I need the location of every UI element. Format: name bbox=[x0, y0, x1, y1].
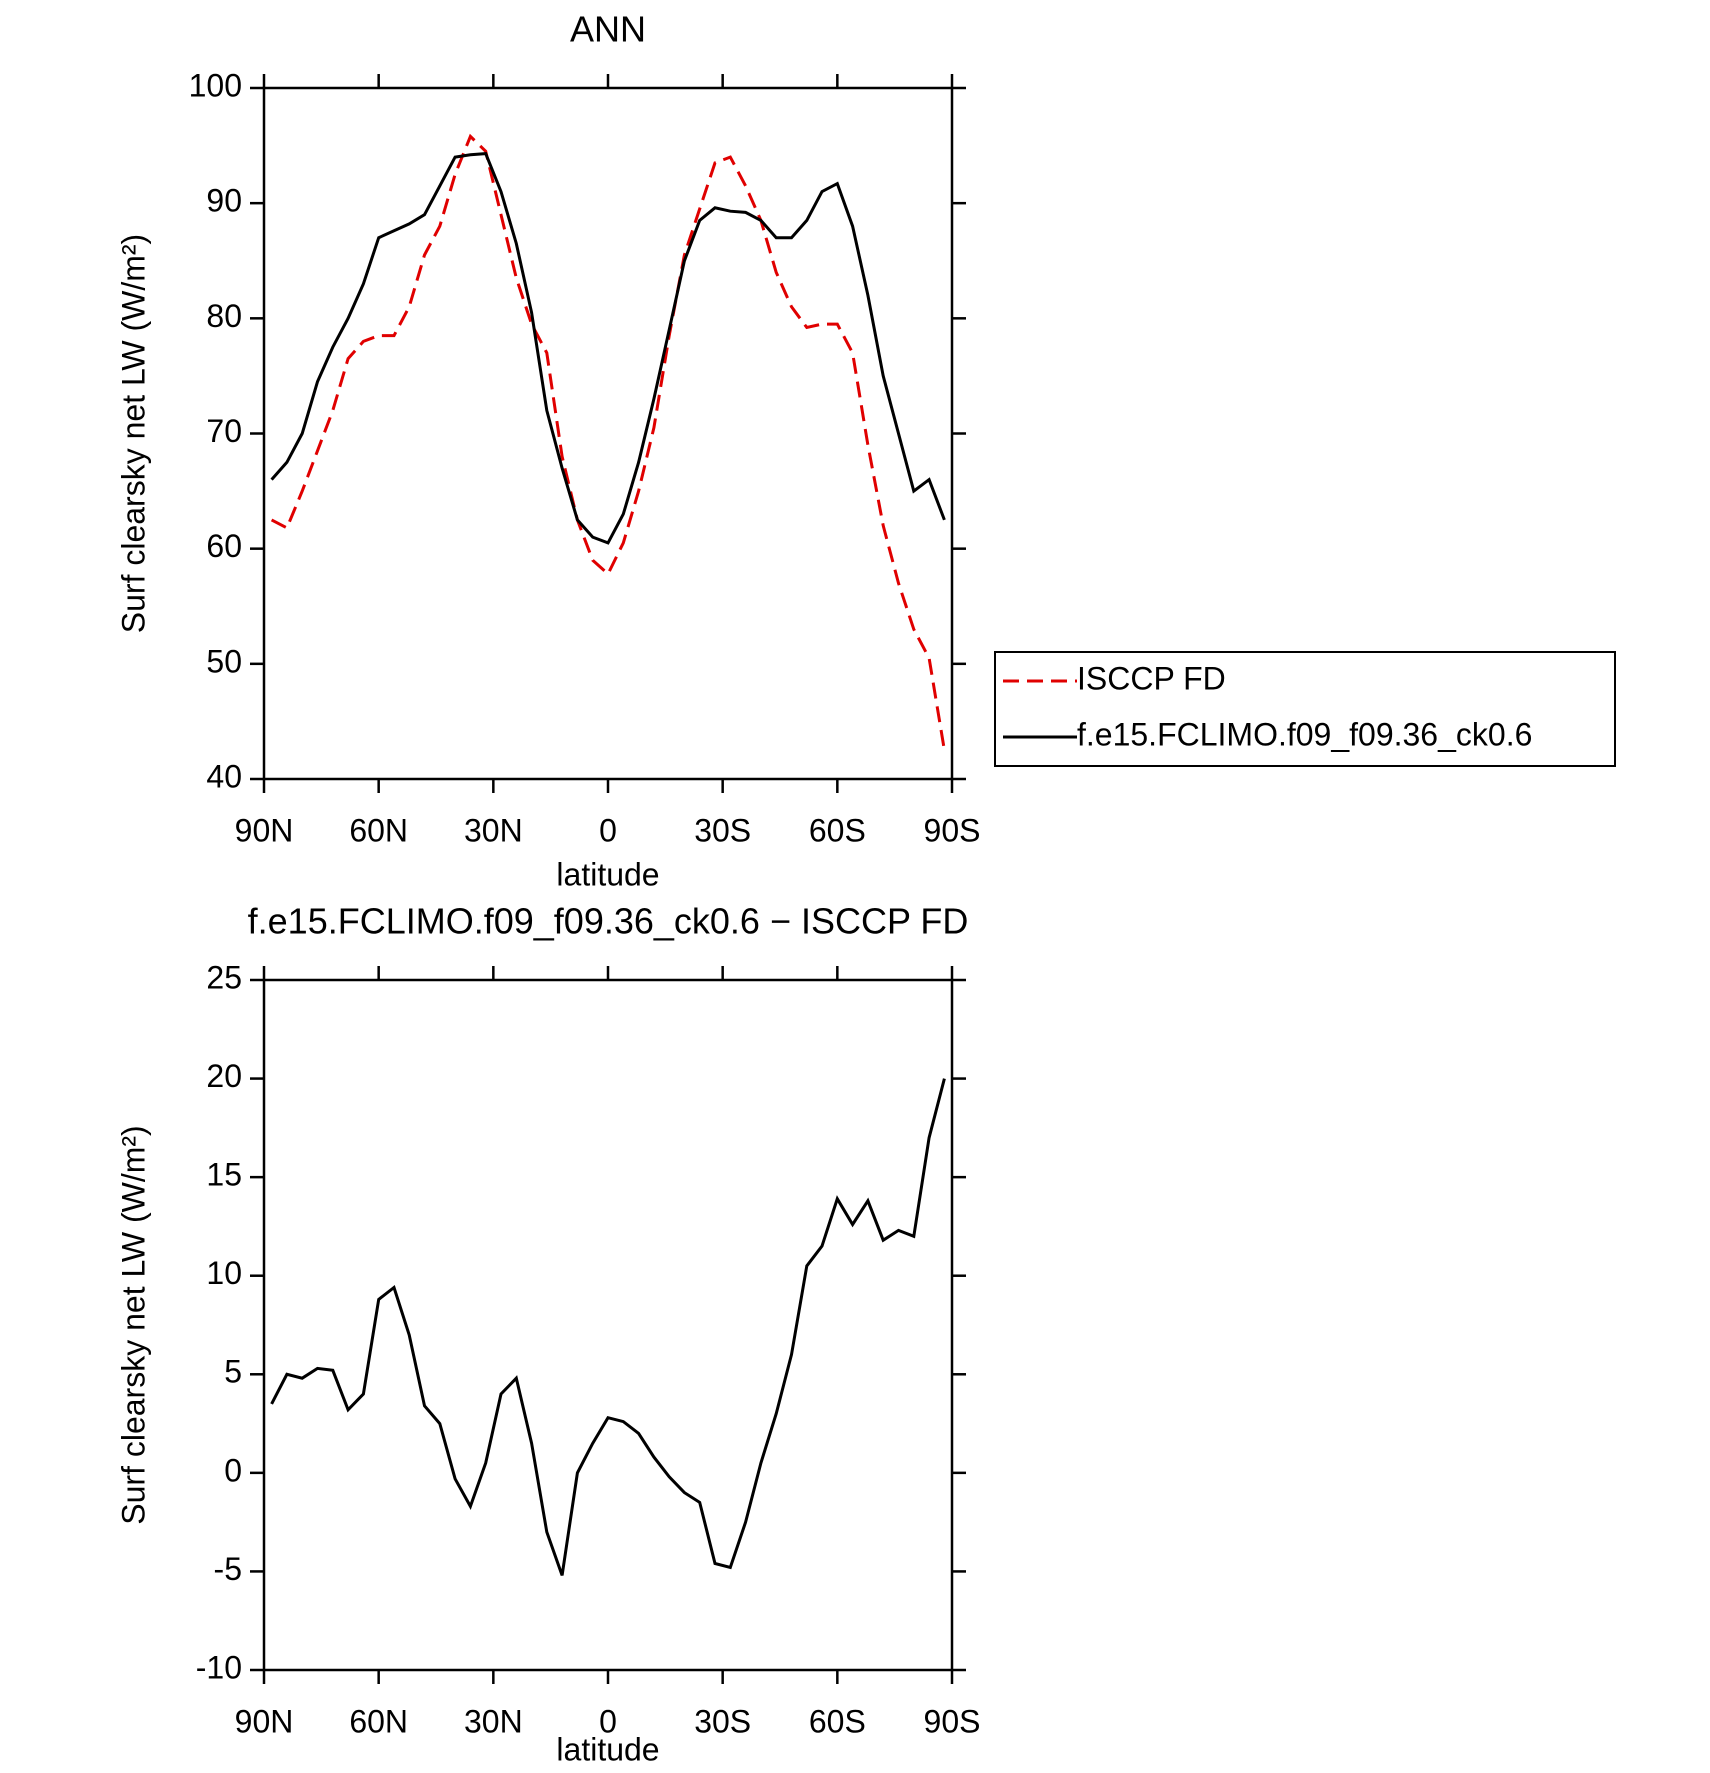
x-tick-label: 90N bbox=[235, 1703, 294, 1739]
y-tick-label: 0 bbox=[224, 1452, 242, 1488]
y-tick-label: 60 bbox=[206, 528, 242, 564]
x-tick-label: 60S bbox=[809, 1703, 866, 1739]
x-tick-label: 90S bbox=[924, 1703, 981, 1739]
y-tick-label: 70 bbox=[206, 413, 242, 449]
x-axis-label: latitude bbox=[556, 856, 659, 892]
y-tick-label: 20 bbox=[206, 1058, 242, 1094]
x-tick-label: 0 bbox=[599, 1703, 617, 1739]
y-axis-label: Surf clearsky net LW (W/m²) bbox=[115, 234, 151, 633]
data-line bbox=[270, 133, 946, 751]
y-tick-label: 15 bbox=[206, 1157, 242, 1193]
y-tick-label: 100 bbox=[189, 67, 242, 103]
plot-frame bbox=[262, 978, 954, 1672]
y-tick-label: 80 bbox=[206, 298, 242, 334]
y-tick-label: 40 bbox=[206, 758, 242, 794]
x-tick-label: 30N bbox=[464, 1703, 523, 1739]
chart-title: f.e15.FCLIMO.f09_f09.36_ck0.6 − ISCCP FD bbox=[248, 901, 969, 942]
x-tick-label: 30S bbox=[694, 812, 751, 848]
plot-frame bbox=[262, 86, 954, 781]
y-tick-label: 10 bbox=[206, 1255, 242, 1291]
legend-label: f.e15.FCLIMO.f09_f09.36_ck0.6 bbox=[1077, 716, 1532, 752]
y-tick-label: -10 bbox=[196, 1649, 242, 1685]
y-tick-label: 90 bbox=[206, 183, 242, 219]
chart-title: ANN bbox=[570, 9, 646, 50]
x-tick-label: 60S bbox=[809, 812, 866, 848]
x-axis-label: latitude bbox=[556, 1731, 659, 1767]
legend-label: ISCCP FD bbox=[1077, 660, 1226, 696]
y-tick-label: 25 bbox=[206, 959, 242, 995]
data-line bbox=[270, 1078, 946, 1576]
x-tick-label: 30S bbox=[694, 1703, 751, 1739]
x-tick-label: 30N bbox=[464, 812, 523, 848]
x-tick-label: 60N bbox=[349, 812, 408, 848]
y-axis-label: Surf clearsky net LW (W/m²) bbox=[115, 1125, 151, 1524]
x-tick-label: 90S bbox=[924, 812, 981, 848]
legend-box bbox=[994, 651, 1616, 767]
x-tick-label: 60N bbox=[349, 1703, 408, 1739]
x-tick-label: 0 bbox=[599, 812, 617, 848]
x-tick-label: 90N bbox=[235, 812, 294, 848]
y-tick-label: 50 bbox=[206, 643, 242, 679]
y-tick-label: -5 bbox=[214, 1551, 242, 1587]
data-line bbox=[270, 152, 946, 545]
y-tick-label: 5 bbox=[224, 1354, 242, 1390]
